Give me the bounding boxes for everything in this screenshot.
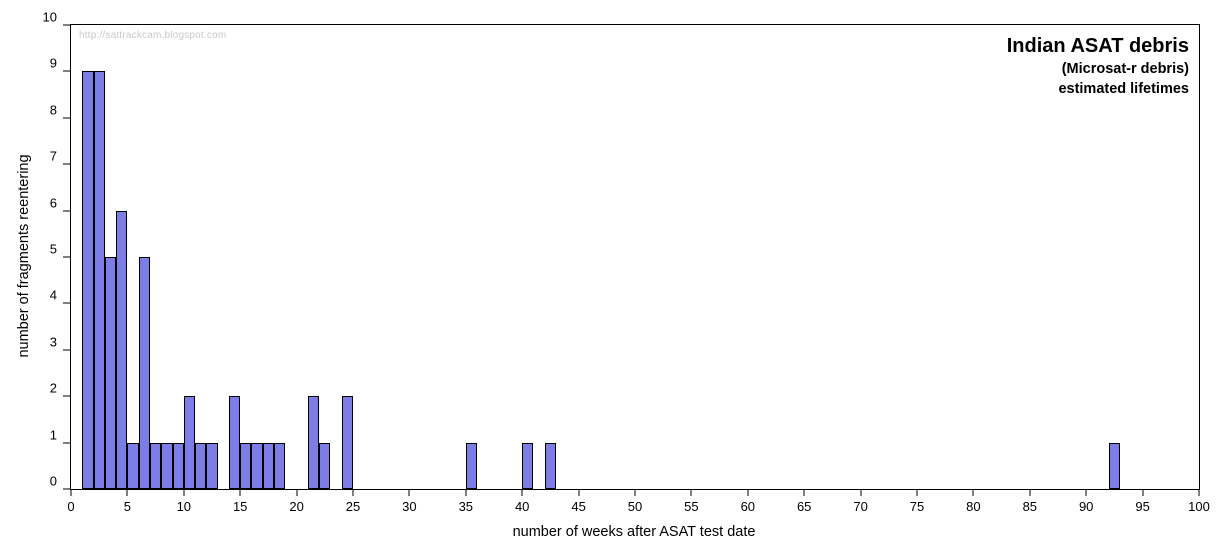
y-tick-mark xyxy=(63,70,70,72)
y-tick-mark xyxy=(63,256,70,258)
x-tick-mark xyxy=(860,489,862,496)
histogram-bar xyxy=(195,442,207,489)
x-tick-mark xyxy=(239,489,241,496)
x-tick-mark xyxy=(296,489,298,496)
histogram-bar xyxy=(104,257,117,489)
x-tick-label: 100 xyxy=(1188,499,1210,514)
histogram-bar xyxy=(93,71,105,489)
y-tick-label: 2 xyxy=(49,380,57,396)
histogram-bar xyxy=(127,442,139,489)
y-tick-label: 1 xyxy=(49,427,57,443)
x-tick-label: 50 xyxy=(627,499,643,514)
x-tick-mark xyxy=(465,489,467,496)
x-tick-mark xyxy=(690,489,692,496)
histogram-bar xyxy=(206,442,218,489)
histogram-bar xyxy=(274,442,286,489)
x-tick-mark xyxy=(1029,489,1031,496)
x-tick-label: 90 xyxy=(1078,499,1094,514)
x-tick-label: 80 xyxy=(966,499,981,514)
y-tick-mark xyxy=(63,442,70,444)
x-tick-label: 95 xyxy=(1135,499,1150,514)
histogram-bar xyxy=(341,396,353,489)
x-tick-mark xyxy=(803,489,805,496)
x-tick-label: 75 xyxy=(909,499,925,514)
x-tick-label: 25 xyxy=(345,499,361,514)
y-tick-label: 10 xyxy=(42,9,57,25)
x-tick-label: 30 xyxy=(402,499,417,514)
x-tick-label: 5 xyxy=(123,499,132,514)
x-tick-mark xyxy=(916,489,918,496)
x-tick-label: 70 xyxy=(853,499,868,514)
y-tick-mark xyxy=(63,349,70,351)
y-tick-label: 6 xyxy=(49,195,57,211)
histogram-bar xyxy=(240,442,252,489)
x-tick-label: 10 xyxy=(176,499,192,514)
x-tick-mark xyxy=(70,489,72,496)
x-tick-label: 65 xyxy=(796,499,812,514)
y-tick-label: 7 xyxy=(49,148,57,164)
y-tick-mark xyxy=(63,488,70,490)
chart-title-line1: Indian ASAT debris xyxy=(1006,35,1189,57)
y-tick-mark xyxy=(63,24,70,26)
watermark-url: http://sattrackcam.blogspot.com xyxy=(79,30,227,41)
x-tick-mark xyxy=(1085,489,1087,496)
histogram-bar xyxy=(161,442,173,489)
y-tick-label: 5 xyxy=(49,241,57,257)
y-tick-label: 0 xyxy=(49,473,57,489)
y-tick-mark xyxy=(63,210,70,212)
histogram-bar xyxy=(228,396,241,489)
histogram-bar xyxy=(138,257,150,489)
x-tick-label: 85 xyxy=(1022,499,1038,514)
histogram-bar xyxy=(172,442,184,489)
histogram-bar xyxy=(149,442,162,489)
x-tick-label: 40 xyxy=(514,499,530,514)
y-tick-label: 4 xyxy=(49,287,57,303)
y-tick-mark xyxy=(63,395,70,397)
chart-title-line3: estimated lifetimes xyxy=(1058,80,1189,97)
y-tick-mark xyxy=(63,117,70,119)
x-tick-label: 15 xyxy=(232,499,248,514)
y-axis-title: number of fragments reentering xyxy=(16,154,32,358)
histogram-bar xyxy=(82,71,94,489)
x-tick-label: 45 xyxy=(571,499,586,514)
chart-title-line2: (Microsat-r debris) xyxy=(1061,61,1189,77)
x-tick-mark xyxy=(126,489,128,496)
histogram-bar xyxy=(262,442,275,489)
y-tick-label: 9 xyxy=(49,55,57,71)
x-tick-mark xyxy=(578,489,580,496)
y-tick-mark xyxy=(63,302,70,304)
x-tick-label: 35 xyxy=(458,499,474,514)
x-tick-mark xyxy=(634,489,636,496)
x-tick-mark xyxy=(183,489,185,496)
histogram-bar xyxy=(251,442,263,489)
x-axis-title: number of weeks after ASAT test date xyxy=(512,524,756,540)
x-tick-mark xyxy=(352,489,354,496)
x-tick-label: 55 xyxy=(684,499,699,514)
histogram-bar xyxy=(465,442,478,489)
y-tick-label: 3 xyxy=(49,334,57,350)
y-tick-label: 8 xyxy=(49,102,57,118)
histogram-bar xyxy=(544,442,557,489)
histogram-bar xyxy=(307,396,320,489)
chart-title: Indian ASAT debris (Microsat-r debris) e… xyxy=(1007,33,1189,99)
histogram-bar xyxy=(1108,442,1121,489)
histogram-bar xyxy=(116,210,128,489)
x-tick-label: 0 xyxy=(67,499,75,514)
histogram-bar xyxy=(183,396,196,489)
x-tick-mark xyxy=(521,489,523,496)
x-tick-mark xyxy=(747,489,749,496)
y-tick-mark xyxy=(63,163,70,165)
x-tick-mark xyxy=(1198,489,1200,496)
x-tick-mark xyxy=(1142,489,1144,496)
x-tick-label: 20 xyxy=(289,499,304,514)
plot-area: http://sattrackcam.blogspot.com Indian A… xyxy=(43,10,1210,515)
x-tick-label: 60 xyxy=(740,499,756,514)
histogram-bar xyxy=(319,442,331,489)
x-tick-mark xyxy=(972,489,974,496)
histogram-bar xyxy=(522,442,534,489)
x-tick-mark xyxy=(408,489,410,496)
